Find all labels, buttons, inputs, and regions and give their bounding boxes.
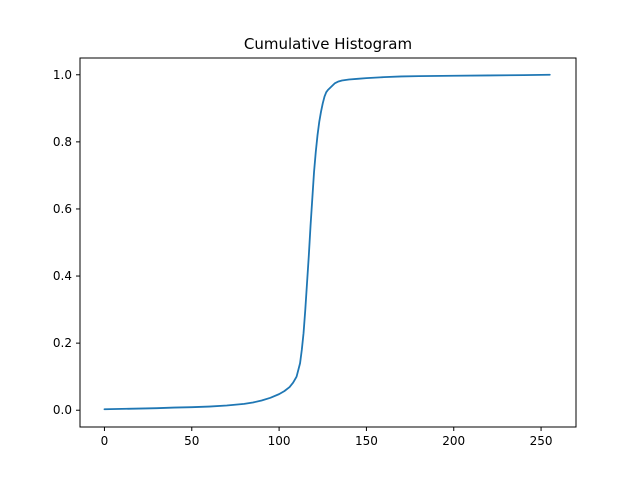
- x-tick-label: 200: [442, 434, 465, 448]
- x-tick-label: 50: [184, 434, 199, 448]
- y-axis: 0.0 0.2 0.4 0.6 0.8 1.0: [53, 68, 80, 417]
- y-tick-label: 0.8: [53, 135, 72, 149]
- x-tick-label: 0: [101, 434, 109, 448]
- y-tick-label: 0.2: [53, 336, 72, 350]
- x-tick-label: 150: [355, 434, 378, 448]
- x-axis: 0 50 100 150 200 250: [101, 427, 553, 448]
- chart-title: Cumulative Histogram: [244, 35, 412, 53]
- y-tick-label: 0.0: [53, 403, 72, 417]
- y-tick-label: 1.0: [53, 68, 72, 82]
- plot-frame: [79, 57, 577, 428]
- plot-area: [103, 73, 551, 411]
- y-tick-label: 0.6: [53, 202, 72, 216]
- x-tick-label: 100: [268, 434, 291, 448]
- series-line: [103, 73, 551, 411]
- x-tick-label: 250: [530, 434, 553, 448]
- y-tick-label: 0.4: [53, 269, 72, 283]
